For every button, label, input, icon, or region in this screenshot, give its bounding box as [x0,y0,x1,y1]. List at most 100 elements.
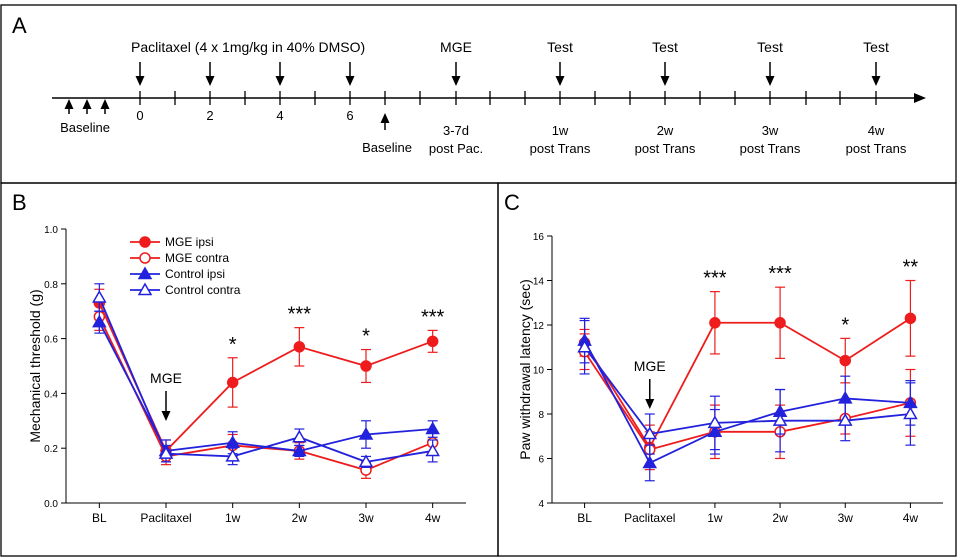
y-tick-label: 0.2 [44,444,58,455]
paclitaxel-label: Paclitaxel (4 x 1mg/kg in 40% DMSO) [131,39,365,55]
legend-marker [137,266,153,280]
data-point [709,317,721,329]
significance-marker: * [841,314,849,336]
baseline-arrow [100,99,110,114]
baseline-arrow-head [82,99,92,109]
data-point [772,413,788,426]
test-label: Test [652,39,678,55]
significance-marker: ** [903,257,919,279]
baseline-arrow [82,99,92,114]
test-label: Test [547,39,573,55]
series-line [98,297,433,463]
x-tick-label: Paclitaxel [624,511,675,525]
stage-label-line1: 4w [868,123,885,138]
significance-marker: *** [768,263,792,285]
stage-label-line2: post Pac. [429,141,483,156]
data-point [158,446,174,459]
y-tick-label: 10 [533,366,545,377]
day-label: 4 [276,108,283,123]
y-tick-label: 12 [533,321,545,332]
data-point [904,312,917,325]
y-axis-label: Paw withdrawal latency (sec) [517,279,533,460]
series-line [98,316,434,472]
stage-label-line2: post Trans [530,141,591,156]
y-tick-label: 0.0 [44,499,58,510]
y-tick-label: 0.4 [44,389,58,400]
legend-label: MGE ipsi [165,235,214,249]
data-point [292,429,307,443]
data-point [642,426,658,440]
injection-arrow [345,62,355,86]
data-point [92,289,107,303]
data-point [292,443,307,457]
x-tick-label: BL [92,511,107,525]
mge-arrow [451,62,461,86]
stage-label-line1: 3w [762,123,779,138]
test-arrow-head [765,76,775,86]
series-line [583,346,911,436]
injection-arrow [205,62,215,86]
y-tick-label: 16 [533,232,545,243]
stage-label-line1: 3-7d [443,123,469,138]
baseline-arrow-2-head [380,113,390,123]
significance-marker: *** [421,306,445,328]
mge-timeline-label: MGE [440,39,472,55]
injection-arrow [275,62,285,86]
panel-c-letter: C [504,190,520,215]
significance-marker: *** [288,304,312,326]
baseline-arrow-head [64,99,74,109]
significance-marker: * [229,334,237,356]
x-tick-label: 2w [292,511,308,525]
injection-arrow-head [205,76,215,86]
test-arrow-head [660,76,670,86]
panel-a-letter: A [12,13,27,38]
data-point [425,421,440,435]
mge-annotation-arrow-head [161,411,171,421]
day-label: 0 [136,108,143,123]
panel-b-frame [0,182,499,557]
y-tick-label: 8 [538,410,544,421]
data-point [293,341,306,353]
injection-arrow-head [345,76,355,86]
baseline-arrow-head [100,99,110,109]
series-line [583,351,911,451]
x-tick-label: Paclitaxel [140,511,191,525]
legend-label: MGE contra [165,251,229,265]
mge-annotation-arrow-head [645,399,655,409]
data-point [360,360,372,372]
y-tick-label: 0.8 [44,280,58,291]
stage-label-line2: post Trans [846,141,907,156]
injection-arrow [135,62,145,86]
baseline-label-left: Baseline [60,120,110,135]
x-tick-label: 2w [772,511,788,525]
x-tick-label: BL [577,511,592,525]
data-point [839,354,851,367]
timeline-arrowhead [914,93,926,103]
data-point [577,339,592,353]
legend-marker [139,252,151,264]
injection-arrow-head [135,76,145,86]
data-point [425,443,440,457]
test-arrow [660,62,670,86]
data-point [226,376,239,389]
mge-arrow-head [451,76,461,86]
data-point [837,413,853,426]
x-tick-label: 1w [707,511,723,525]
injection-arrow-head [275,76,285,86]
legend-marker [139,236,151,248]
day-label: 6 [346,108,353,123]
data-point [774,317,786,329]
test-arrow [765,62,775,86]
test-label: Test [863,39,889,55]
legend: MGE ipsi MGE contra Control ipsi Control co… [130,235,241,297]
x-tick-label: 4w [903,511,919,525]
data-point [707,415,723,429]
panel-c-frame [497,182,957,557]
test-arrow [555,62,565,86]
panel-a-frame [0,4,957,184]
x-tick-label: 1w [225,511,241,525]
y-tick-label: 4 [538,499,544,510]
x-tick-label: 3w [838,511,854,525]
baseline-arrow [64,99,74,114]
